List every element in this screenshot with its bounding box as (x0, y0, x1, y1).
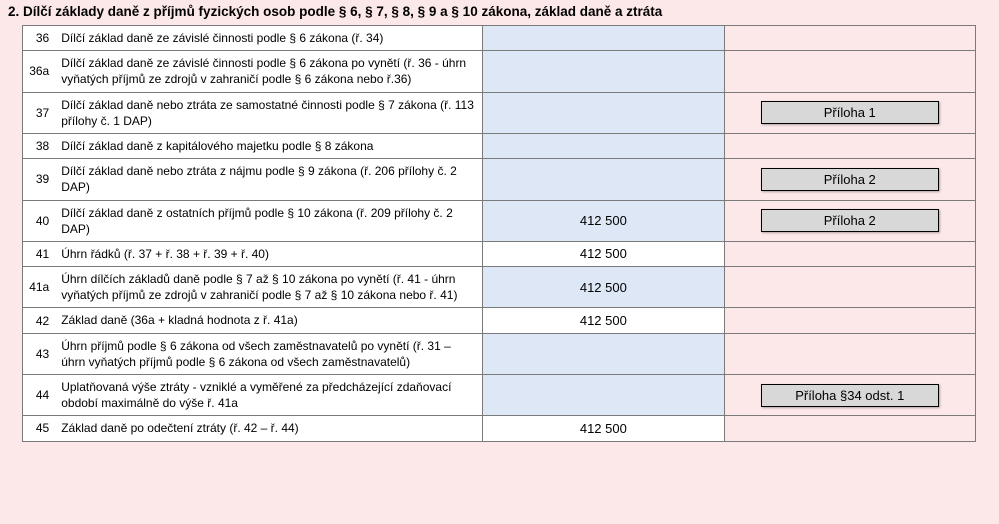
row-number: 41 (23, 241, 56, 266)
row-value (483, 133, 724, 158)
row-value: 412 500 (483, 416, 724, 441)
row-number: 43 (23, 333, 56, 374)
table-row: 38Dílčí základ daně z kapitálového majet… (23, 133, 976, 158)
row-number: 42 (23, 308, 56, 333)
row-value (483, 51, 724, 92)
row-action: Příloha 1 (724, 92, 975, 133)
row-label: Dílčí základ daně nebo ztráta z nájmu po… (55, 159, 482, 200)
attachment-button[interactable]: Příloha §34 odst. 1 (761, 384, 939, 407)
row-number: 45 (23, 416, 56, 441)
row-label: Úhrn dílčích základů daně podle § 7 až §… (55, 267, 482, 308)
row-label: Dílčí základ daně ze závislé činnosti po… (55, 51, 482, 92)
row-value (483, 159, 724, 200)
row-action (724, 333, 975, 374)
row-label: Uplatňovaná výše ztráty - vzniklé a vymě… (55, 375, 482, 416)
row-action: Příloha 2 (724, 200, 975, 241)
row-label: Dílčí základ daně z ostatních příjmů pod… (55, 200, 482, 241)
row-number: 36 (23, 26, 56, 51)
row-number: 36a (23, 51, 56, 92)
row-number: 40 (23, 200, 56, 241)
row-label: Úhrn řádků (ř. 37 + ř. 38 + ř. 39 + ř. 4… (55, 241, 482, 266)
row-value: 412 500 (483, 241, 724, 266)
row-number: 41a (23, 267, 56, 308)
row-label: Dílčí základ daně ze závislé činnosti po… (55, 26, 482, 51)
table-row: 39Dílčí základ daně nebo ztráta z nájmu … (23, 159, 976, 200)
table-row: 41Úhrn řádků (ř. 37 + ř. 38 + ř. 39 + ř.… (23, 241, 976, 266)
row-label: Úhrn příjmů podle § 6 zákona od všech za… (55, 333, 482, 374)
row-number: 37 (23, 92, 56, 133)
attachment-button[interactable]: Příloha 2 (761, 209, 939, 232)
table-row: 44Uplatňovaná výše ztráty - vzniklé a vy… (23, 375, 976, 416)
row-action (724, 26, 975, 51)
row-action: Příloha 2 (724, 159, 975, 200)
table-row: 41aÚhrn dílčích základů daně podle § 7 a… (23, 267, 976, 308)
row-label: Dílčí základ daně z kapitálového majetku… (55, 133, 482, 158)
table-row: 40Dílčí základ daně z ostatních příjmů p… (23, 200, 976, 241)
row-value: 412 500 (483, 308, 724, 333)
row-label: Základ daně po odečtení ztráty (ř. 42 – … (55, 416, 482, 441)
attachment-button[interactable]: Příloha 2 (761, 168, 939, 191)
row-value: 412 500 (483, 267, 724, 308)
row-number: 39 (23, 159, 56, 200)
row-action (724, 416, 975, 441)
row-number: 38 (23, 133, 56, 158)
section-title: 2. Dílčí základy daně z příjmů fyzických… (0, 0, 999, 25)
row-value (483, 375, 724, 416)
attachment-button[interactable]: Příloha 1 (761, 101, 939, 124)
table-row: 36aDílčí základ daně ze závislé činnosti… (23, 51, 976, 92)
row-label: Základ daně (36a + kladná hodnota z ř. 4… (55, 308, 482, 333)
row-action (724, 308, 975, 333)
row-action: Příloha §34 odst. 1 (724, 375, 975, 416)
row-value: 412 500 (483, 200, 724, 241)
row-action (724, 241, 975, 266)
row-label: Dílčí základ daně nebo ztráta ze samosta… (55, 92, 482, 133)
table-row: 42 Základ daně (36a + kladná hodnota z ř… (23, 308, 976, 333)
table-row: 36Dílčí základ daně ze závislé činnosti … (23, 26, 976, 51)
table-row: 43Úhrn příjmů podle § 6 zákona od všech … (23, 333, 976, 374)
table-row: 37Dílčí základ daně nebo ztráta ze samos… (23, 92, 976, 133)
row-value (483, 92, 724, 133)
row-action (724, 267, 975, 308)
tax-basis-table: 36Dílčí základ daně ze závislé činnosti … (22, 25, 976, 442)
row-action (724, 51, 975, 92)
table-row: 45 Základ daně po odečtení ztráty (ř. 42… (23, 416, 976, 441)
row-value (483, 26, 724, 51)
row-action (724, 133, 975, 158)
row-value (483, 333, 724, 374)
row-number: 44 (23, 375, 56, 416)
